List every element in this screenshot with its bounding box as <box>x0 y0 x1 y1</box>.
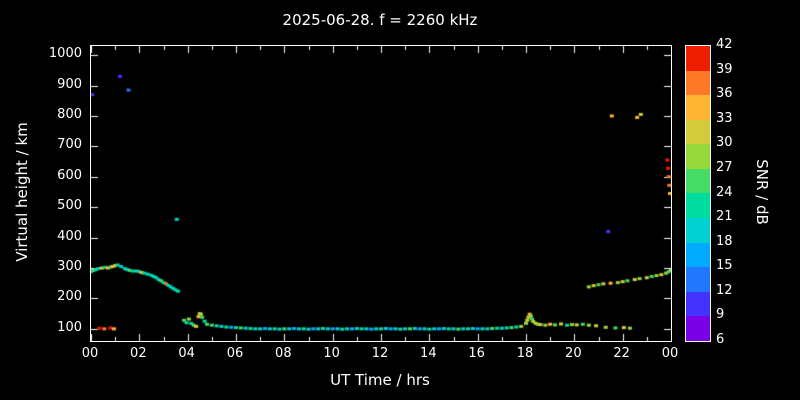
y-tick-label: 500 <box>57 198 82 214</box>
colorbar-segment <box>686 46 710 71</box>
y-tick-label: 200 <box>57 289 82 305</box>
x-tick-label: 16 <box>468 346 485 361</box>
x-tick-label: 02 <box>130 346 147 361</box>
chart-title: 2025-06-28. f = 2260 kHz <box>282 11 478 29</box>
y-tick-label: 1000 <box>48 46 82 62</box>
y-tick-label: 300 <box>57 259 82 274</box>
colorbar-tick-label: 18 <box>716 233 733 249</box>
colorbar-segment <box>686 193 710 219</box>
colorbar-tick-label: 27 <box>716 159 733 175</box>
x-tick-label: 04 <box>178 346 195 361</box>
colorbar-segment <box>686 291 710 317</box>
x-axis-label: UT Time / hrs <box>330 371 430 389</box>
colorbar-segment <box>686 316 710 341</box>
y-tick-label: 400 <box>57 228 82 244</box>
x-tick-label: 20 <box>565 346 582 361</box>
colorbar-segment <box>686 218 710 243</box>
y-axis-label: Virtual height / km <box>13 122 31 262</box>
y-tick-label: 600 <box>57 167 82 183</box>
y-tick-label: 100 <box>57 319 82 335</box>
ionogram-plot-canvas <box>90 45 672 342</box>
y-tick-label: 700 <box>57 137 82 153</box>
colorbar-tick-label: 15 <box>716 258 733 274</box>
colorbar-segment <box>686 168 710 194</box>
x-tick-label: 08 <box>275 346 292 361</box>
x-tick-label: 12 <box>371 346 389 361</box>
x-tick-label: 22 <box>613 346 630 361</box>
colorbar-segment <box>686 70 710 96</box>
colorbar-tick-label: 33 <box>716 110 733 126</box>
colorbar-tick-label: 9 <box>716 307 725 323</box>
colorbar-tick-label: 30 <box>716 135 733 151</box>
x-tick-label: 18 <box>516 346 534 361</box>
colorbar-tick-label: 39 <box>716 61 733 77</box>
colorbar-segment <box>686 95 710 120</box>
y-tick-label: 900 <box>57 76 82 92</box>
colorbar-segment <box>686 242 710 268</box>
x-tick-label: 06 <box>226 346 244 361</box>
x-tick-label: 14 <box>420 346 437 361</box>
colorbar-tick-label: 24 <box>716 184 733 200</box>
colorbar-label: SNR / dB <box>753 159 771 225</box>
colorbar-tick-label: 6 <box>716 332 725 347</box>
colorbar <box>685 45 711 342</box>
x-tick-label: 10 <box>323 346 340 361</box>
x-tick-label: 00 <box>81 346 99 361</box>
colorbar-tick-label: 12 <box>716 282 733 298</box>
colorbar-tick-label: 21 <box>716 209 733 225</box>
y-tick-label: 800 <box>57 106 82 122</box>
colorbar-segment <box>686 144 710 169</box>
colorbar-segment <box>686 267 710 292</box>
colorbar-tick-label: 36 <box>716 86 733 102</box>
colorbar-segment <box>686 119 710 145</box>
colorbar-tick-label: 42 <box>716 37 733 52</box>
x-tick-label: 00 <box>661 346 679 361</box>
